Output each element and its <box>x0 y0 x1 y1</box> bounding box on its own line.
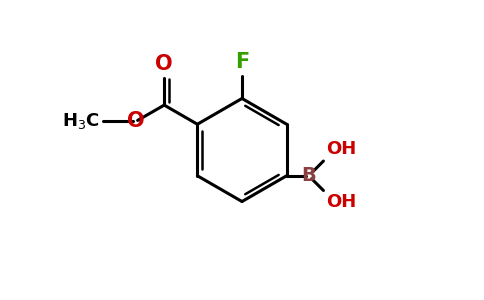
Text: F: F <box>235 52 249 72</box>
Text: H$_3$C: H$_3$C <box>61 111 99 131</box>
Text: O: O <box>127 111 145 131</box>
Text: B: B <box>302 166 316 185</box>
Text: OH: OH <box>326 140 357 158</box>
Text: OH: OH <box>326 194 357 211</box>
Text: O: O <box>155 54 173 74</box>
